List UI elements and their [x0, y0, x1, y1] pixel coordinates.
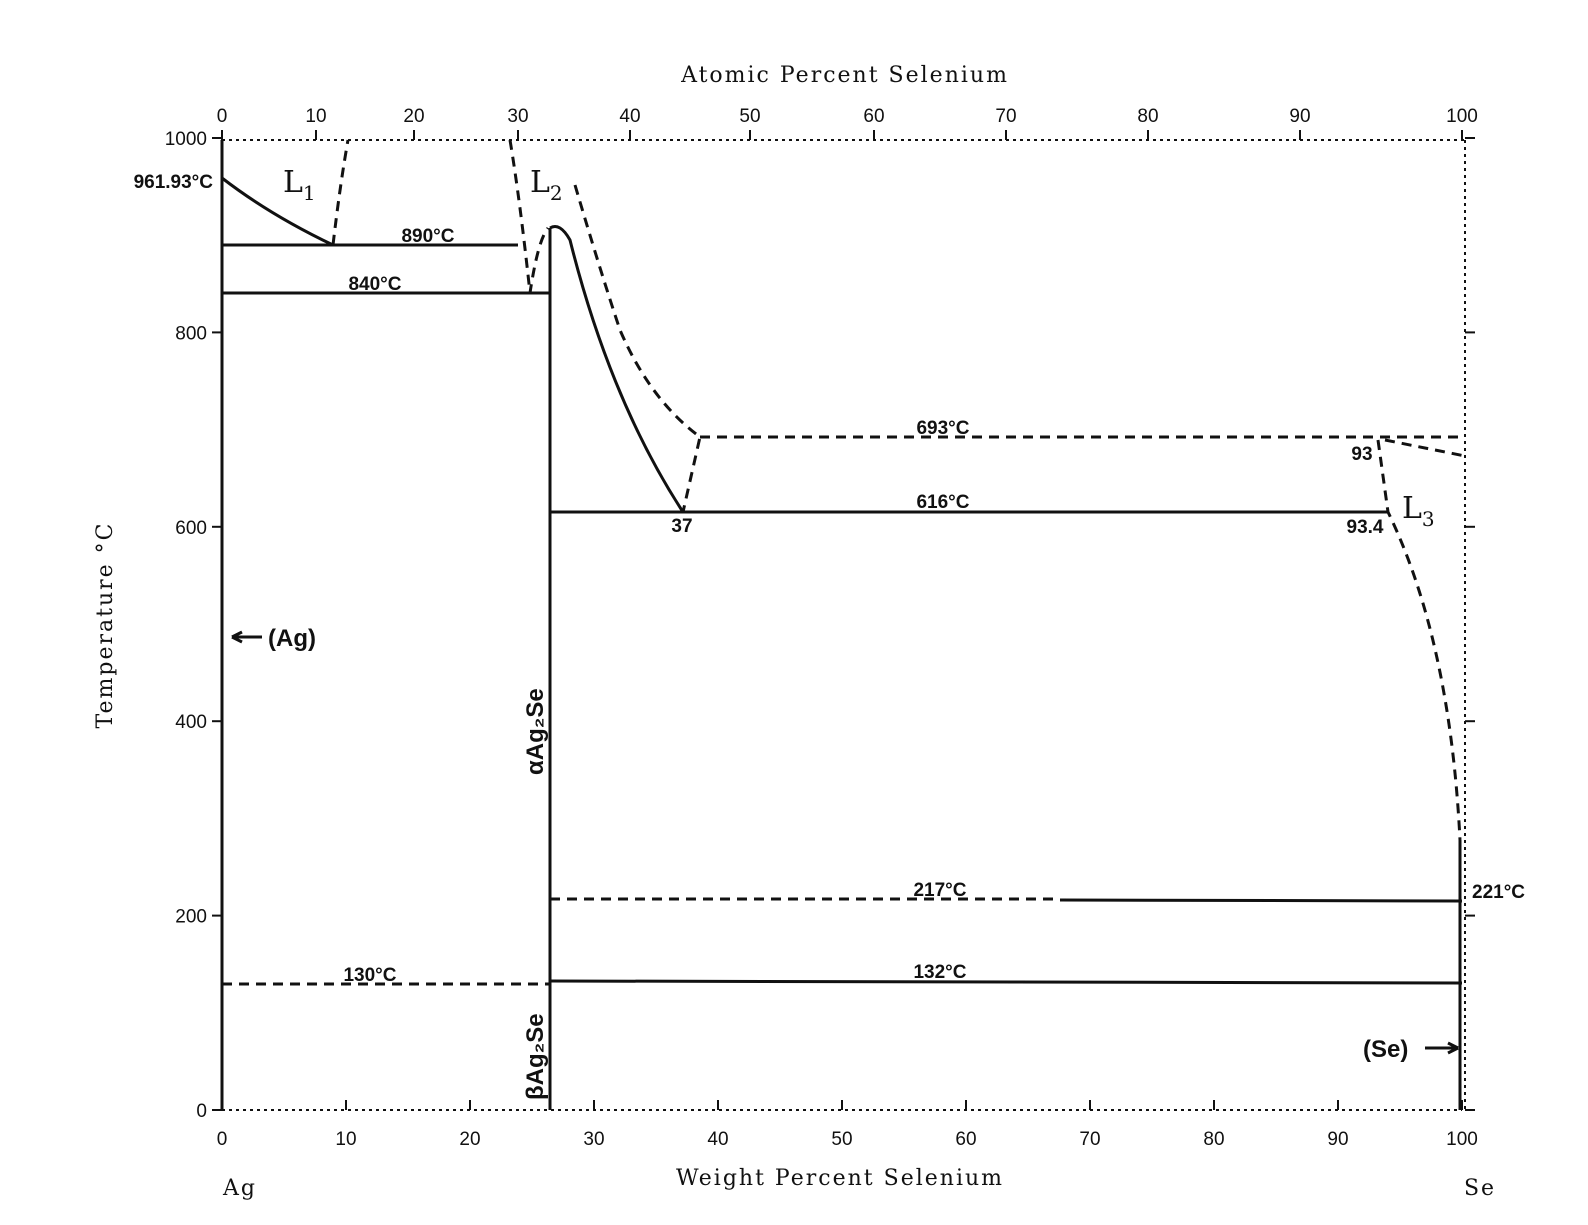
- y-tick-label: 400: [175, 712, 207, 733]
- top-tick-label: 80: [1137, 106, 1158, 127]
- bottom-tick-label: 10: [335, 1129, 356, 1150]
- bottom-tick-label: 90: [1327, 1129, 1348, 1150]
- top-tick-label: 20: [403, 106, 424, 127]
- se-arrow: [1425, 1041, 1459, 1055]
- top-tick-label: 100: [1446, 106, 1478, 127]
- label-217: 217°C: [913, 880, 966, 901]
- label-693: 693°C: [916, 418, 969, 439]
- l1-boundary: [331, 139, 350, 246]
- y-tick-label: 600: [175, 518, 207, 539]
- l1-liquidus: [221, 176, 334, 247]
- right-element-label: Se: [1464, 1176, 1496, 1201]
- label-ag-solid: (Ag): [268, 625, 316, 652]
- transition-132: [549, 979, 1463, 985]
- label-840: 840°C: [348, 274, 401, 295]
- label-221: 221°C: [1472, 882, 1525, 903]
- label-93-4: 93.4: [1347, 517, 1384, 538]
- bottom-tick-label: 50: [831, 1129, 852, 1150]
- top-axis-title: Atomic Percent Selenium: [680, 63, 1009, 88]
- label-132: 132°C: [913, 962, 966, 983]
- phase-boundaries: [221, 139, 1466, 1110]
- transition-217-solid: [1059, 898, 1463, 903]
- axis-ticks: 0 10 20 30 40 50 60 70 80 90 1000 10 20 30 40 50 60 70 80 9…: [165, 106, 1478, 1150]
- ag2se-liquidus: [549, 225, 685, 513]
- top-tick-label: 0: [217, 106, 228, 127]
- l2-boundary-left: [508, 139, 550, 294]
- label-se-solid: (Se): [1363, 1036, 1408, 1063]
- bottom-tick-label: 20: [459, 1129, 480, 1150]
- y-tick-label: 200: [175, 907, 207, 928]
- annotations: 961.93°C 890°C 840°C 693°C 616°C 217°C 2…: [134, 165, 1526, 1100]
- ag-arrow: [231, 630, 262, 644]
- label-beta-ag2se: βAg₂Se: [522, 1013, 549, 1100]
- y-tick-label: 1000: [165, 129, 207, 150]
- bottom-tick-label: 100: [1446, 1129, 1478, 1150]
- label-93: 93: [1351, 444, 1372, 465]
- y-tick-label: 0: [196, 1101, 207, 1122]
- bottom-tick-label: 40: [707, 1129, 728, 1150]
- bottom-tick-label: 30: [583, 1129, 604, 1150]
- bottom-tick-label: 70: [1079, 1129, 1100, 1150]
- frame: [220, 139, 1466, 1111]
- phase-l1: L1: [283, 165, 316, 205]
- top-tick-label: 10: [305, 106, 326, 127]
- label-37: 37: [671, 516, 692, 537]
- bottom-tick-label: 60: [955, 1129, 976, 1150]
- label-alpha-ag2se: αAg₂Se: [522, 688, 549, 775]
- label-961: 961.93°C: [134, 172, 214, 193]
- y-axis-title: Temperature °C: [93, 522, 118, 729]
- top-tick-label: 30: [507, 106, 528, 127]
- top-tick-label: 60: [863, 106, 884, 127]
- left-element-label: Ag: [222, 1176, 257, 1201]
- phase-l2: L2: [530, 165, 563, 205]
- top-tick-label: 40: [619, 106, 640, 127]
- phase-l3: L3: [1402, 491, 1435, 531]
- top-tick-label: 70: [995, 106, 1016, 127]
- label-130: 130°C: [343, 965, 396, 986]
- bottom-tick-label: 0: [217, 1129, 228, 1150]
- label-616: 616°C: [916, 492, 969, 513]
- top-tick-label: 90: [1289, 106, 1310, 127]
- l2-boundary-right: [573, 184, 702, 513]
- label-890: 890°C: [401, 226, 454, 247]
- l3-top: [1384, 438, 1466, 458]
- y-tick-label: 800: [175, 323, 207, 344]
- top-tick-label: 50: [739, 106, 760, 127]
- bottom-tick-label: 80: [1203, 1129, 1224, 1150]
- bottom-axis-title: Weight Percent Selenium: [676, 1166, 1004, 1191]
